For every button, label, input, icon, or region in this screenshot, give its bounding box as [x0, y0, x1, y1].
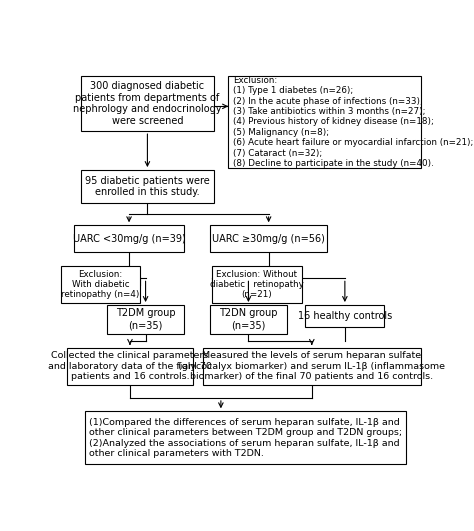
- Text: UARC ≥30mg/g (n=56): UARC ≥30mg/g (n=56): [212, 234, 325, 244]
- FancyBboxPatch shape: [61, 266, 140, 303]
- FancyBboxPatch shape: [85, 411, 406, 465]
- FancyBboxPatch shape: [305, 305, 384, 328]
- Text: 300 diagnosed diabetic
patients from departments of
nephrology and endocrinology: 300 diagnosed diabetic patients from dep…: [73, 81, 222, 126]
- FancyBboxPatch shape: [107, 305, 184, 333]
- Text: Exclusion:
(1) Type 1 diabetes (n=26);
(2) In the acute phase of infections (n=3: Exclusion: (1) Type 1 diabetes (n=26); (…: [233, 76, 473, 168]
- Text: UARC <30mg/g (n=39): UARC <30mg/g (n=39): [73, 234, 185, 244]
- FancyBboxPatch shape: [66, 348, 193, 384]
- Text: Measured the levels of serum heparan sulfate
(glycocalyx biomarker) and serum IL: Measured the levels of serum heparan sul…: [178, 352, 445, 381]
- Text: (1)Compared the differences of serum heparan sulfate, IL-1β and
other clinical p: (1)Compared the differences of serum hep…: [90, 418, 402, 458]
- Text: T2DN group
(n=35): T2DN group (n=35): [219, 309, 278, 330]
- FancyBboxPatch shape: [212, 266, 301, 303]
- FancyBboxPatch shape: [82, 170, 213, 203]
- Text: 16 healthy controls: 16 healthy controls: [298, 311, 392, 321]
- Text: Exclusion:
With diabetic
retinopathy (n=4): Exclusion: With diabetic retinopathy (n=…: [62, 270, 140, 299]
- FancyBboxPatch shape: [202, 348, 421, 384]
- Text: Collected the clinical parameters
and laboratory data of the fianl 70
patients a: Collected the clinical parameters and la…: [48, 352, 212, 381]
- FancyBboxPatch shape: [74, 225, 184, 252]
- Text: T2DM group
(n=35): T2DM group (n=35): [116, 309, 175, 330]
- Text: 95 diabetic patients were
enrolled in this study.: 95 diabetic patients were enrolled in th…: [85, 176, 210, 197]
- FancyBboxPatch shape: [82, 76, 213, 131]
- FancyBboxPatch shape: [210, 225, 328, 252]
- FancyBboxPatch shape: [210, 305, 287, 333]
- FancyBboxPatch shape: [228, 76, 421, 168]
- Text: Exclusion: Without
diabetic   retinopathy
(n=21): Exclusion: Without diabetic retinopathy …: [210, 270, 303, 299]
